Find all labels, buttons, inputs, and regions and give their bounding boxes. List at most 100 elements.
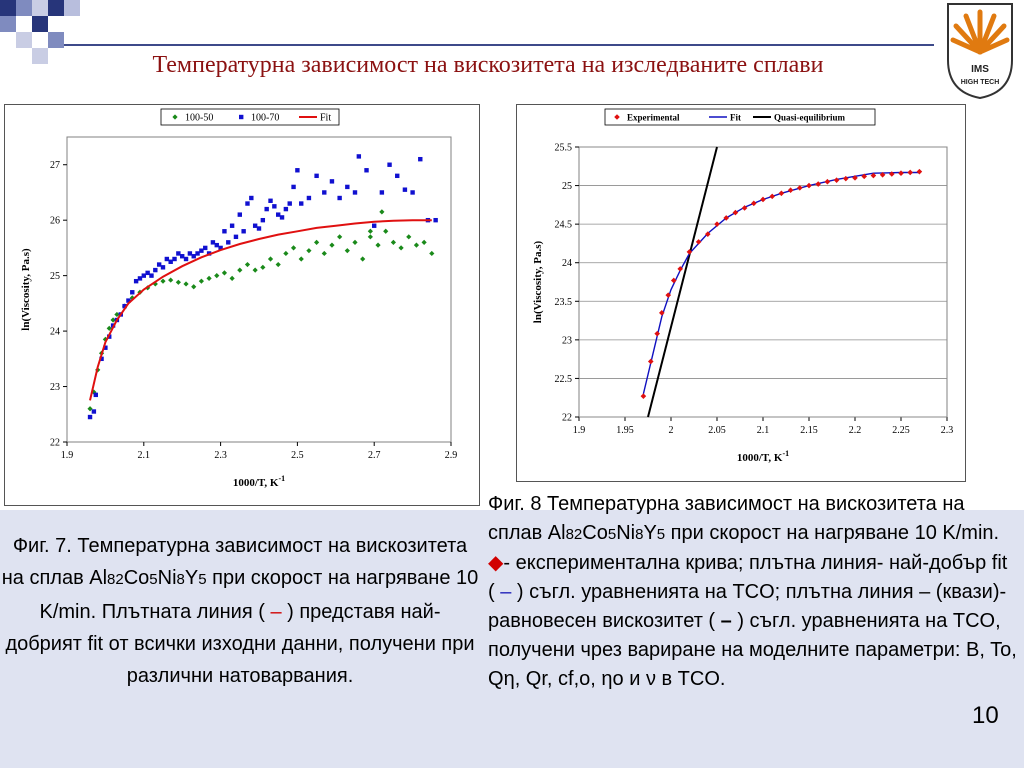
fig7-point-100-70 [256, 226, 262, 231]
corner-square-10 [32, 48, 48, 64]
fig7-point-100-70 [183, 256, 189, 262]
fig8-point-experimental [861, 173, 867, 180]
fig8-point-experimental [797, 185, 803, 191]
fig8-caption-text-2: при скорост на нагряване 10 K/min. [665, 522, 1000, 544]
fig8-ytick-label: 24 [562, 258, 572, 269]
fig7-point-100-50 [360, 256, 366, 262]
fig7-ytick-label: 22 [50, 438, 60, 449]
fig7-point-100-50 [390, 239, 396, 245]
fig8-point-experimental [741, 205, 748, 211]
fig7-caption-text-1: Фиг. 7. Температурна зависимост на виско… [1, 535, 468, 589]
fig8-legend-label-quasi: Quasi-equilibrium [774, 113, 846, 123]
fig7-point-100-50 [244, 261, 251, 268]
fig7-caption-text-2: при скорост на нагряване 10 K/min. Плътн… [39, 567, 479, 623]
fig7-point-100-50 [321, 250, 327, 257]
fig8-point-experimental [751, 200, 757, 207]
fig7-point-100-50 [344, 248, 350, 254]
fig8-xtick-label: 2.25 [892, 425, 910, 436]
fig7-point-100-70 [372, 223, 377, 228]
fig8-legend-label-fit: Fit [730, 113, 741, 123]
title-divider [64, 44, 934, 46]
fig8-xtick-label: 2.05 [708, 425, 726, 436]
fig8-el-ni: Ni [616, 522, 636, 544]
fig7-point-100-50 [383, 228, 389, 234]
fig8-ytick-label: 22.5 [555, 374, 573, 385]
fig8-chart-panel: 22 22.5 23 23.5 24 24.5 25 25.5 1.9 1.95 2 2.05 2.1 2… [516, 104, 966, 482]
fig7-el-y: Y [184, 567, 199, 589]
fig7-point-100-70 [187, 251, 193, 256]
fig7-el-ni: Ni [157, 567, 177, 589]
fig8-point-experimental [889, 171, 895, 177]
fig8-point-experimental [815, 181, 821, 187]
fig8-eta-1: η [503, 668, 515, 690]
fig7-point-100-70 [291, 184, 296, 190]
fig8-point-experimental [654, 330, 660, 337]
fig7-point-100-70 [322, 190, 327, 195]
fig7-point-100-50 [160, 278, 166, 284]
fig8-caption: Фиг. 8 Температурна зависимост на вискоз… [488, 490, 1018, 694]
fig8-caption-text-8: в TCO. [655, 668, 726, 690]
fig8-point-experimental [769, 193, 775, 200]
fig7-point-100-70 [352, 190, 358, 195]
fig7-xtick-label: 2.1 [138, 450, 151, 461]
fig7-point-100-70 [199, 248, 204, 253]
fig7-point-100-70 [272, 204, 277, 209]
fig7-point-100-70 [160, 265, 166, 270]
logo-text-hightech: HIGH TECH [961, 79, 1000, 86]
fig8-xtick-label: 2.15 [800, 425, 818, 436]
fig8-quasi-equilibrium-line [647, 146, 718, 418]
fig7-point-100-50 [413, 242, 420, 248]
fig7-point-100-70 [133, 278, 139, 284]
fig7-chart: 22 23 24 25 26 27 1.9 2.1 2.3 2.5 2.7 2.9 1000/T, K-… [20, 108, 458, 489]
corner-square-5 [64, 0, 80, 16]
fig7-sub-y: 5 [198, 571, 207, 588]
fig7-point-100-50 [421, 239, 427, 245]
fig7-sub-al: 82 [107, 571, 124, 588]
fig7-point-100-70 [103, 345, 108, 350]
fig7-point-100-70 [229, 223, 235, 228]
fig7-point-100-70 [276, 212, 281, 217]
corner-square-7 [32, 16, 48, 32]
fig7-point-100-70 [191, 254, 196, 259]
fig7-point-100-70 [214, 242, 219, 248]
fig7-point-100-50 [429, 250, 435, 257]
fig7-xtick-label: 2.9 [445, 450, 458, 461]
fig7-point-100-50 [306, 248, 312, 254]
fig8-xaxis-label: 1000/T, K-1 [737, 449, 789, 464]
fig8-el-co: Co [582, 522, 608, 544]
fig7-point-100-70 [345, 184, 350, 190]
fig8-xtick-label: 2.3 [941, 425, 954, 436]
fig8-ytick-label: 23 [562, 335, 572, 346]
fig8-plot-area [578, 146, 948, 418]
fig8-point-experimental [723, 215, 729, 221]
fig8-xtick-label: 2.1 [757, 425, 770, 436]
fig8-caption-text-7: o и [612, 668, 646, 690]
fig8-ytick-label: 25 [562, 181, 572, 192]
fig7-chart-panel: 22 23 24 25 26 27 1.9 2.1 2.3 2.5 2.7 2.9 1000/T, K-… [4, 104, 480, 506]
fig8-sub-co: 5 [607, 526, 617, 543]
fig8-legend-box [604, 108, 876, 126]
fig8-ytick-label: 22 [562, 413, 572, 424]
fig7-xaxis-label-sup: -1 [278, 474, 285, 483]
fig8-fit-dash: – [500, 581, 512, 603]
fig8-caption-text-6: , Qr, cf,o, [514, 668, 602, 690]
fig7-ytick-label: 23 [50, 382, 60, 393]
fig8-nu: ν [645, 668, 656, 690]
fig8-el-y: Y [643, 522, 657, 544]
fig8-caption-text-3: - експериментална крива; плътна линия- н… [488, 552, 1008, 603]
fig8-point-experimental [686, 249, 693, 255]
fig7-point-100-50 [110, 317, 116, 323]
ims-logo: IMS HIGH TECH [940, 0, 1020, 100]
fig7-point-100-70 [141, 273, 146, 278]
fig7-point-100-70 [164, 256, 170, 262]
fig7-point-100-70 [306, 195, 312, 201]
fig7-xaxis-label: 1000/T, K-1 [233, 474, 285, 489]
fig8-ytick-label: 24.5 [555, 220, 573, 231]
corner-square-8 [16, 32, 32, 48]
fig7-point-100-70 [233, 234, 239, 240]
fig7-fit-dash: – [270, 601, 282, 623]
fig7-point-100-70 [126, 298, 131, 303]
fig7-point-100-50 [352, 239, 358, 245]
fig7-point-100-50 [129, 295, 135, 301]
fig8-quasi-dash: – [720, 610, 732, 632]
